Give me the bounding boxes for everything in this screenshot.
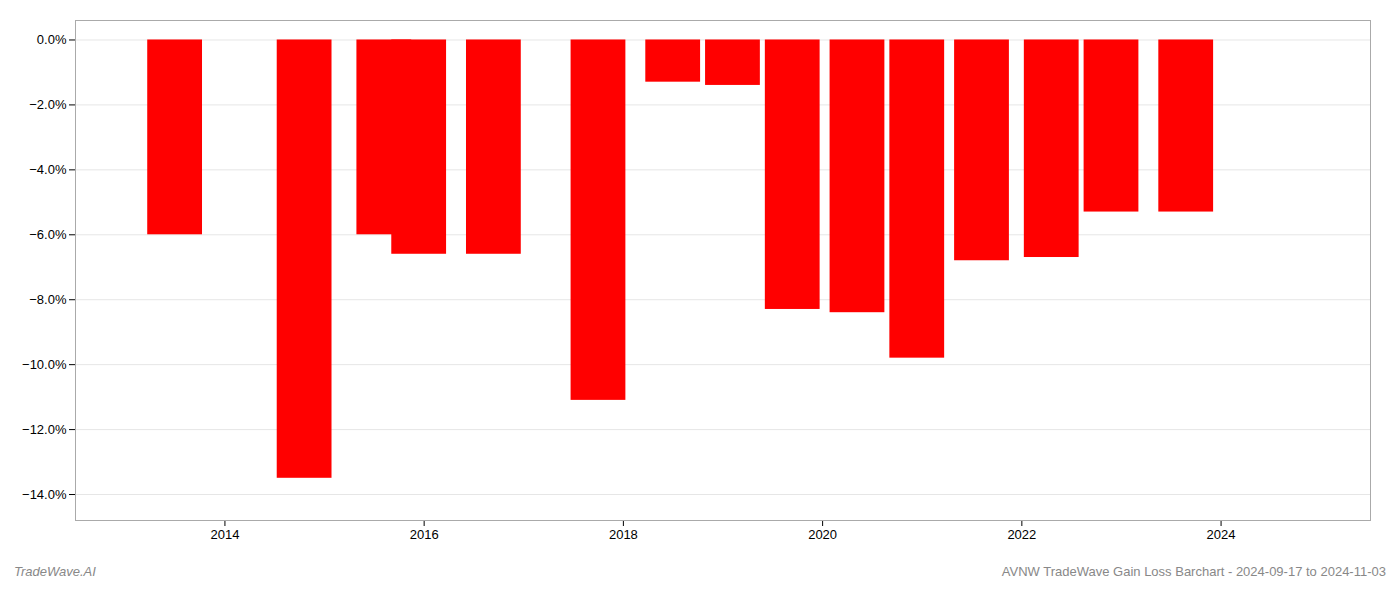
- svg-text:−12.0%: −12.0%: [22, 422, 67, 437]
- svg-text:2022: 2022: [1007, 527, 1036, 542]
- svg-text:2020: 2020: [808, 527, 837, 542]
- html-text:TradeWave.AI: TradeWave.AI: [14, 564, 96, 579]
- svg-text:−4.0%: −4.0%: [29, 162, 67, 177]
- svg-text:−14.0%: −14.0%: [22, 487, 67, 502]
- svg-text:−2.0%: −2.0%: [29, 97, 67, 112]
- svg-text:−6.0%: −6.0%: [29, 227, 67, 242]
- svg-text:0.0%: 0.0%: [37, 32, 67, 47]
- svg-text:2024: 2024: [1207, 527, 1236, 542]
- svg-text:−10.0%: −10.0%: [22, 357, 67, 372]
- html-text:AVNW TradeWave Gain Loss Barch: AVNW TradeWave Gain Loss Barchart - 2024…: [1001, 564, 1386, 579]
- svg-text:−8.0%: −8.0%: [29, 292, 67, 307]
- svg-text:2016: 2016: [410, 527, 439, 542]
- svg-text:2014: 2014: [210, 527, 239, 542]
- svg-text:2018: 2018: [609, 527, 638, 542]
